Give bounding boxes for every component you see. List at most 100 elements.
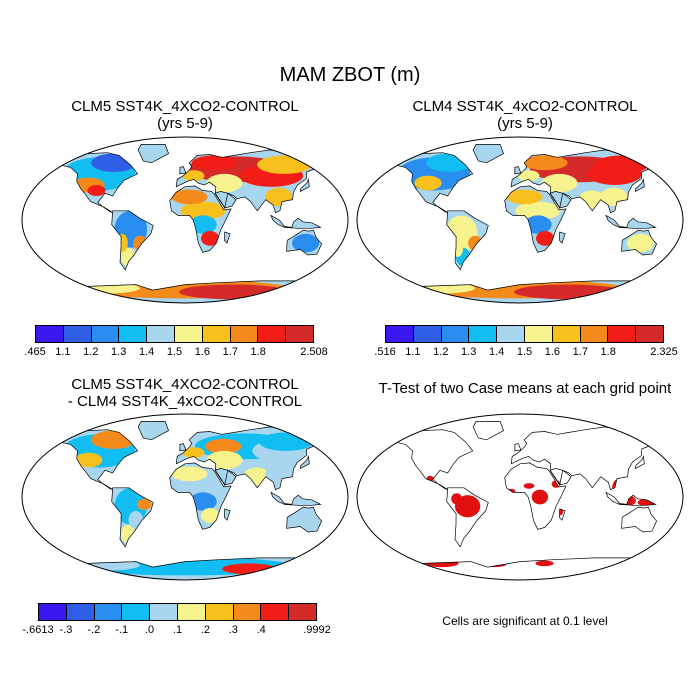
continent-africa <box>504 462 567 530</box>
colorbar-2-label: 1.1 <box>405 346 421 358</box>
continent-madagascar <box>224 231 231 244</box>
colorbar-1-swatch <box>36 326 64 342</box>
field-patch <box>468 235 483 251</box>
colorbar-1-swatch <box>230 326 259 342</box>
continent-indonesia <box>271 215 321 229</box>
colorbar-3-swatch <box>150 604 178 620</box>
colorbar-1-label: 1.3 <box>111 346 127 358</box>
panel-3-title: CLM5 SST4K_4XCO2-CONTROL - CLM4 SST4K_4x… <box>20 376 350 410</box>
map-frame <box>356 413 684 581</box>
colorbar-1-label: 2.508 <box>300 346 328 358</box>
continent-indonesia <box>271 492 321 506</box>
colorbar-2-swatch <box>441 326 470 342</box>
field-patch <box>182 170 205 182</box>
field-patch <box>189 215 217 234</box>
continent-antarctica <box>34 280 335 303</box>
field-patch <box>179 284 288 300</box>
significance-note: Cells are significant at 0.1 level <box>442 614 608 628</box>
colorbar-3-swatch <box>205 604 234 620</box>
field-patch <box>517 170 540 182</box>
colorbar-1-label: 1.2 <box>83 346 99 358</box>
colorbar-3-label: -.2 <box>87 624 101 636</box>
continent-arabia <box>214 468 237 486</box>
field-patch <box>426 153 472 172</box>
field-patch <box>600 187 628 207</box>
field-patch <box>414 175 442 191</box>
field-patch <box>265 187 293 207</box>
colorbar-1 <box>35 325 314 343</box>
continent-south-america <box>446 487 489 548</box>
continent-madagascar <box>224 232 231 244</box>
field-patch <box>506 189 543 205</box>
continent-arabia <box>550 191 572 208</box>
field-patch <box>515 201 561 220</box>
continent-south-america <box>446 210 489 271</box>
continent-north-america <box>381 429 474 490</box>
continent-greenland <box>472 421 505 441</box>
significant-cells <box>523 483 535 489</box>
colorbar-2-label: 1.7 <box>572 346 588 358</box>
colorbar-3-label: .2 <box>200 624 210 636</box>
continent-australia <box>621 229 658 256</box>
field-patch <box>627 233 655 253</box>
colorbar-1-swatch <box>119 326 148 342</box>
continent-arabia <box>214 191 237 209</box>
continent-greenland <box>137 144 170 164</box>
colorbar-2-swatch <box>413 326 442 342</box>
field-patch <box>201 508 220 523</box>
continent-japan <box>299 178 310 193</box>
colorbar-1-swatch <box>91 326 120 342</box>
field-patch <box>205 438 242 454</box>
continent-antarctica <box>34 557 335 580</box>
continent-indonesia <box>605 491 657 506</box>
map-panel-ttest <box>356 413 684 581</box>
continent-greenland <box>137 421 170 441</box>
field-patch <box>452 238 464 257</box>
continent-greenland <box>138 421 169 440</box>
colorbar-3-swatch <box>122 604 151 620</box>
continent-africa <box>504 185 567 253</box>
panel-3-title-line2: - CLM4 SST4K_4xCO2-CONTROL <box>67 393 303 410</box>
continent-madagascar <box>559 231 566 244</box>
colorbar-3-swatch <box>289 604 316 620</box>
panel-4-title: T-Test of two Case means at each grid po… <box>360 380 690 397</box>
field-patch <box>265 464 293 484</box>
map-panel-clm4 <box>356 136 684 304</box>
colorbar-2-label: 1.8 <box>600 346 616 358</box>
continent-uk <box>179 166 186 174</box>
continent-north-america <box>46 152 139 213</box>
colorbar-3 <box>38 603 317 621</box>
colorbar-2-label: 1.2 <box>433 346 449 358</box>
colorbar-1-swatch <box>202 326 231 342</box>
colorbar-2-label: 1.5 <box>516 346 533 358</box>
continent-north-america <box>46 429 139 490</box>
map-panel-clm5 <box>21 136 349 304</box>
panel-4-title-line1: T-Test of two Case means at each grid po… <box>378 380 672 397</box>
field-patch <box>522 155 568 171</box>
continent-australia <box>286 229 323 256</box>
continent-madagascar <box>224 509 231 521</box>
field-patch <box>257 155 312 174</box>
continent-madagascar <box>224 508 231 521</box>
continent-uk <box>514 166 522 175</box>
field-patch <box>137 498 152 510</box>
colorbar-2 <box>385 325 664 343</box>
continent-australia <box>286 506 323 533</box>
field-patch <box>536 231 555 246</box>
continent-japan <box>634 178 645 193</box>
continent-uk <box>179 443 186 451</box>
continent-uk <box>179 443 187 452</box>
continent-madagascar <box>559 508 566 521</box>
colorbar-1-labels: .465 1.1 1.2 1.3 1.4 1.5 1.6 1.7 1.8 2.508 <box>24 346 327 360</box>
field-patch <box>524 215 552 234</box>
map-frame <box>21 413 349 581</box>
colorbar-2-label: 2.325 <box>650 346 678 358</box>
panel-2-title-line1: CLM4 SST4K_4xCO2-CONTROL <box>412 98 638 115</box>
colorbar-2-swatch <box>636 326 663 342</box>
continent-greenland <box>473 144 504 163</box>
panel-2-title: CLM4 SST4K_4xCO2-CONTROL (yrs 5-9) <box>360 98 690 132</box>
field-patch <box>541 173 578 193</box>
field-patch <box>180 201 226 220</box>
colorbar-3-label: .9992 <box>303 624 331 636</box>
continent-eurasia <box>510 426 670 491</box>
